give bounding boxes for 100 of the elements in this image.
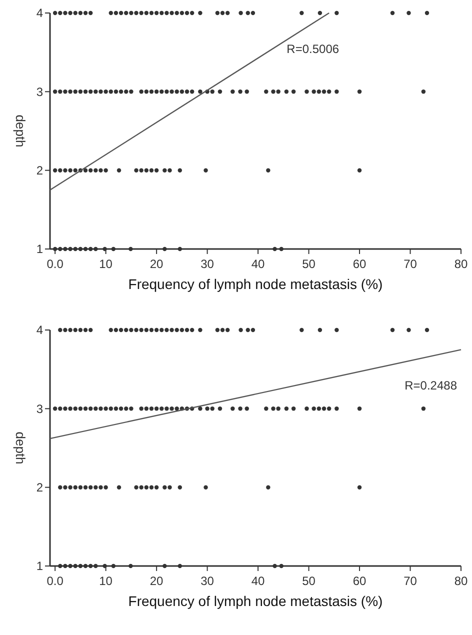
x-tick-label: 70 (404, 257, 418, 271)
point (98, 406, 103, 411)
point (129, 406, 134, 411)
point (108, 10, 113, 16)
point (276, 406, 280, 411)
point (73, 10, 78, 16)
point (154, 328, 159, 332)
point (78, 246, 83, 252)
point (198, 90, 202, 94)
point (160, 328, 164, 332)
point (102, 564, 107, 568)
point (111, 564, 116, 568)
point (357, 168, 362, 172)
point (144, 90, 149, 94)
point (73, 564, 78, 568)
point (58, 168, 62, 172)
point (58, 246, 62, 252)
point (334, 328, 339, 332)
point (83, 328, 88, 332)
point (118, 90, 124, 94)
point (334, 90, 339, 94)
point (334, 406, 339, 411)
point (94, 485, 98, 490)
point (94, 246, 98, 252)
point (164, 90, 169, 94)
point (160, 406, 164, 411)
point (104, 168, 108, 172)
point (421, 90, 426, 94)
point (164, 10, 169, 16)
point (63, 485, 68, 490)
point (304, 90, 309, 94)
point (162, 246, 167, 252)
point (170, 90, 174, 94)
point (406, 328, 411, 332)
y-tick-label: 3 (36, 84, 44, 99)
point (83, 246, 88, 252)
point (58, 485, 62, 490)
point (78, 90, 83, 94)
point (83, 485, 88, 490)
point (190, 90, 194, 94)
point (357, 485, 362, 490)
point (144, 10, 149, 16)
point (52, 90, 58, 94)
point (178, 246, 182, 252)
point (63, 246, 68, 252)
point (244, 406, 249, 411)
point (94, 90, 98, 94)
y-tick-label: 1 (36, 559, 44, 574)
x-tick-label: 60 (352, 574, 367, 588)
point (170, 328, 174, 332)
point (139, 90, 144, 94)
point (58, 90, 62, 94)
point (104, 406, 108, 411)
point (180, 90, 184, 94)
point (94, 406, 98, 411)
annotation: R=0.2488 (404, 378, 458, 393)
point (198, 406, 202, 411)
point (218, 90, 222, 94)
point (134, 485, 138, 490)
point (174, 328, 179, 332)
point (154, 10, 159, 16)
point (357, 406, 362, 411)
point (118, 328, 124, 332)
x-axis-title: Frequency of lymph node metastasis (%) (128, 276, 383, 292)
x-tick-label: 40 (251, 574, 266, 588)
point (424, 10, 430, 16)
point (104, 90, 108, 94)
point (246, 10, 250, 16)
point (170, 406, 174, 411)
y-tick-label: 2 (36, 164, 44, 178)
point (149, 328, 154, 332)
point (94, 168, 98, 172)
point (238, 10, 243, 16)
point (116, 168, 122, 172)
point (68, 485, 72, 490)
x-tick-label: 10 (99, 574, 113, 588)
point (178, 168, 182, 172)
point (168, 485, 172, 490)
point (78, 485, 83, 490)
point (149, 485, 154, 490)
point (108, 328, 113, 332)
point (180, 10, 184, 16)
point (88, 564, 93, 568)
point (154, 485, 159, 490)
point (390, 328, 395, 332)
point (73, 406, 78, 411)
point (154, 90, 159, 94)
point (424, 328, 430, 332)
point (164, 328, 169, 332)
point (180, 328, 184, 332)
point (357, 90, 362, 94)
x-tick-label: 50 (302, 257, 316, 271)
point (139, 485, 144, 490)
point (98, 90, 103, 94)
point (63, 168, 68, 172)
point (198, 328, 202, 332)
point (170, 10, 174, 16)
point (160, 10, 164, 16)
point (271, 406, 276, 411)
x-tick-label: 0.0 (46, 574, 64, 588)
